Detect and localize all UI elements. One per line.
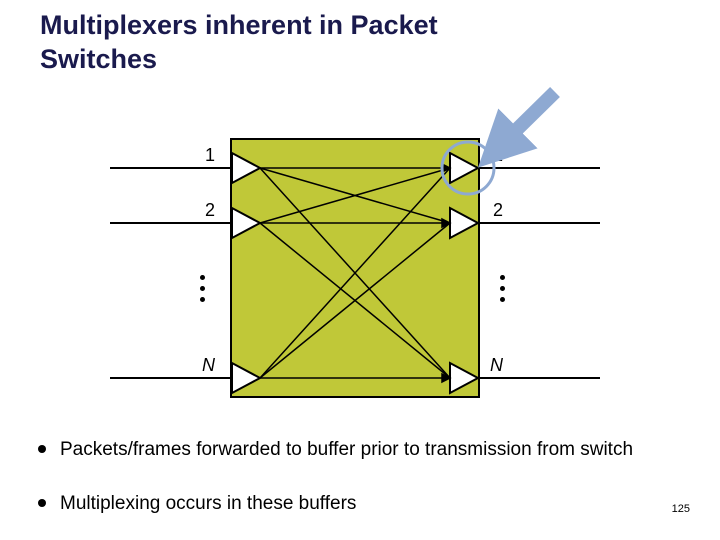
- output-ellipsis: [500, 275, 505, 302]
- slide-title-line2: Switches: [40, 44, 157, 75]
- input-label-n: N: [202, 355, 215, 376]
- input-ellipsis: [200, 275, 205, 302]
- bullet-1: Packets/frames forwarded to buffer prior…: [38, 438, 678, 463]
- input-line-2: [110, 222, 230, 224]
- bullet-1-text: Packets/frames forwarded to buffer prior…: [60, 438, 633, 463]
- bullet-icon: [38, 499, 46, 507]
- bullet-2: Multiplexing occurs in these buffers: [38, 492, 678, 517]
- output-line-1: [480, 167, 600, 169]
- input-label-2: 2: [205, 200, 215, 221]
- bullet-2-text: Multiplexing occurs in these buffers: [60, 492, 356, 517]
- input-label-1: 1: [205, 145, 215, 166]
- input-line-n: [110, 377, 230, 379]
- output-label-2: 2: [493, 200, 503, 221]
- page-number: 125: [672, 503, 690, 515]
- input-line-1: [110, 167, 230, 169]
- bullet-icon: [38, 445, 46, 453]
- slide-title-line1: Multiplexers inherent in Packet: [40, 10, 438, 41]
- output-line-2: [480, 222, 600, 224]
- output-label-n: N: [490, 355, 503, 376]
- output-label-1: 1: [493, 145, 503, 166]
- switch-fabric-box: [230, 138, 480, 398]
- output-line-n: [480, 377, 600, 379]
